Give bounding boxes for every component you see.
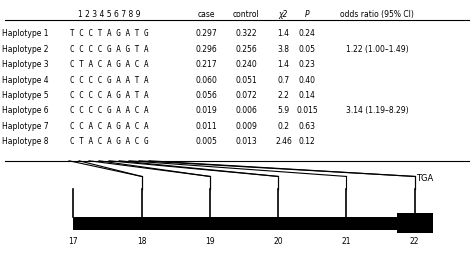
Text: 0.12: 0.12 xyxy=(299,137,316,146)
Text: 0.013: 0.013 xyxy=(236,137,257,146)
Text: Haplotype 3: Haplotype 3 xyxy=(2,60,49,69)
Text: 0.63: 0.63 xyxy=(299,122,316,131)
Text: 0.05: 0.05 xyxy=(299,45,316,54)
Text: control: control xyxy=(233,10,260,19)
Text: Haplotype 5: Haplotype 5 xyxy=(2,91,49,100)
Text: C C C C A G A T A: C C C C A G A T A xyxy=(70,91,148,100)
Text: 3.14 (1.19–8.29): 3.14 (1.19–8.29) xyxy=(346,106,408,115)
Text: 0.7: 0.7 xyxy=(277,76,290,85)
Text: C C A C A G A C A: C C A C A G A C A xyxy=(70,122,148,131)
Text: 0.006: 0.006 xyxy=(236,106,257,115)
Text: 20: 20 xyxy=(273,237,283,246)
Text: 1.22 (1.00–1.49): 1.22 (1.00–1.49) xyxy=(346,45,408,54)
Text: Haplotype 7: Haplotype 7 xyxy=(2,122,49,131)
Text: T C C T A G A T G: T C C T A G A T G xyxy=(70,29,148,38)
Text: χ2: χ2 xyxy=(279,10,288,19)
Text: 2.2: 2.2 xyxy=(277,91,290,100)
Text: case: case xyxy=(198,10,215,19)
Bar xyxy=(73,217,415,230)
Text: 0.060: 0.060 xyxy=(195,76,217,85)
Text: Haplotype 2: Haplotype 2 xyxy=(2,45,49,54)
Text: 0.297: 0.297 xyxy=(195,29,217,38)
Text: 1.4: 1.4 xyxy=(277,60,290,69)
Text: 0.005: 0.005 xyxy=(195,137,217,146)
Text: 5.9: 5.9 xyxy=(277,106,290,115)
Text: 0.051: 0.051 xyxy=(236,76,257,85)
Text: 1 2 3 4 5 6 7 8 9: 1 2 3 4 5 6 7 8 9 xyxy=(78,10,140,19)
Text: 2.46: 2.46 xyxy=(275,137,292,146)
Bar xyxy=(397,213,432,234)
Text: 0.217: 0.217 xyxy=(195,60,217,69)
Text: 0.2: 0.2 xyxy=(277,122,290,131)
Text: 0.019: 0.019 xyxy=(195,106,217,115)
Text: 0.23: 0.23 xyxy=(299,60,316,69)
Text: 0.011: 0.011 xyxy=(195,122,217,131)
Text: 0.009: 0.009 xyxy=(236,122,257,131)
Text: 0.40: 0.40 xyxy=(299,76,316,85)
Text: Haplotype 6: Haplotype 6 xyxy=(2,106,49,115)
Text: 19: 19 xyxy=(205,237,215,246)
Text: 1.4: 1.4 xyxy=(277,29,290,38)
Text: C C C C G A G T A: C C C C G A G T A xyxy=(70,45,148,54)
Text: 0.296: 0.296 xyxy=(195,45,217,54)
Text: 0.056: 0.056 xyxy=(195,91,217,100)
Text: C T A C A G A C G: C T A C A G A C G xyxy=(70,137,148,146)
Text: C T A C A G A C A: C T A C A G A C A xyxy=(70,60,148,69)
Text: Haplotype 8: Haplotype 8 xyxy=(2,137,49,146)
Text: TGA: TGA xyxy=(416,174,433,183)
Text: odds ratio (95% CI): odds ratio (95% CI) xyxy=(340,10,414,19)
Text: 0.015: 0.015 xyxy=(296,106,318,115)
Text: 22: 22 xyxy=(410,237,419,246)
Text: C C C C G A A C A: C C C C G A A C A xyxy=(70,106,148,115)
Text: 0.072: 0.072 xyxy=(236,91,257,100)
Text: Haplotype 1: Haplotype 1 xyxy=(2,29,49,38)
Text: P: P xyxy=(305,10,310,19)
Text: 18: 18 xyxy=(137,237,146,246)
Text: 17: 17 xyxy=(69,237,78,246)
Text: 0.24: 0.24 xyxy=(299,29,316,38)
Text: Haplotype 4: Haplotype 4 xyxy=(2,76,49,85)
Text: 21: 21 xyxy=(342,237,351,246)
Text: 0.14: 0.14 xyxy=(299,91,316,100)
Text: 0.256: 0.256 xyxy=(236,45,257,54)
Text: C C C C G A A T A: C C C C G A A T A xyxy=(70,76,148,85)
Text: 3.8: 3.8 xyxy=(277,45,290,54)
Text: 0.240: 0.240 xyxy=(236,60,257,69)
Text: 0.322: 0.322 xyxy=(236,29,257,38)
